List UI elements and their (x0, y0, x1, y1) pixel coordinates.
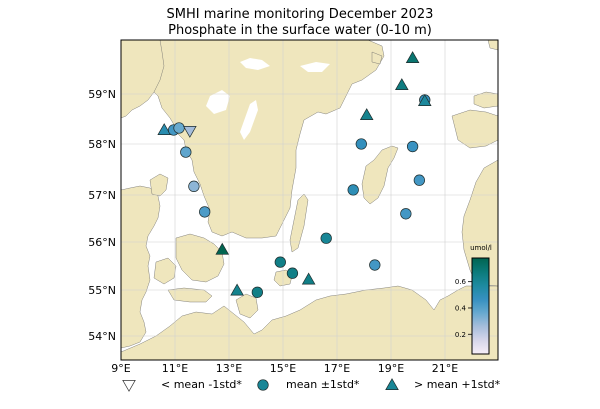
land-polygon (235, 293, 259, 319)
land-polygon (487, 40, 498, 51)
colorbar-tick-label: 0.4 (455, 304, 467, 312)
station-marker-mean (320, 232, 332, 244)
x-tick-label: 9°E (111, 362, 130, 375)
map-title-line2: Phosphate in the surface water (0-10 m) (168, 23, 432, 38)
land-polygon (361, 145, 399, 205)
station-marker-high (359, 108, 374, 121)
land-polygon (121, 40, 385, 239)
colorbar-gradient (471, 257, 490, 355)
legend-triangle-down-icon (122, 380, 136, 392)
legend-item-mean: mean ±1std* (268, 378, 359, 391)
y-tick-label: 57°N (88, 189, 116, 202)
station-marker-mean (369, 259, 381, 271)
graticule (121, 40, 498, 360)
y-tick-label: 56°N (88, 236, 116, 249)
colorbar-unit-label: umol/l (470, 244, 492, 252)
x-tick-label: 15°E (270, 362, 296, 375)
legend-circle-icon (257, 379, 269, 391)
land-polygon (451, 109, 498, 149)
x-tick-label: 17°E (324, 362, 350, 375)
station-marker-mean (274, 256, 286, 268)
x-tick-label: 13°E (216, 362, 242, 375)
station-markers (157, 51, 432, 298)
legend-triangle-up-icon (385, 378, 399, 390)
y-tick-label: 55°N (88, 284, 116, 297)
station-marker-high (230, 283, 244, 296)
land-polygon (289, 193, 309, 253)
colorbar: umol/l 0.2 0.4 0.6 (455, 244, 492, 355)
legend-icons (122, 378, 399, 392)
map-frame (120, 39, 499, 361)
legend-label-high: > mean +1std* (414, 378, 501, 391)
land-polygon (371, 51, 383, 65)
land-polygon (167, 287, 213, 303)
land-polygon (121, 285, 498, 360)
lake (240, 100, 258, 140)
station-marker-mean (347, 184, 359, 196)
lake (240, 58, 270, 70)
station-marker-high (215, 242, 230, 255)
lake (206, 90, 230, 114)
station-marker-mean (199, 206, 211, 218)
station-marker-mean (355, 138, 367, 150)
station-marker-mean (173, 122, 185, 134)
station-marker-mean (400, 208, 412, 220)
station-marker-high (405, 51, 420, 64)
map-title-line1: SMHI marine monitoring December 2023 (166, 7, 434, 22)
x-tick-label: 19°E (378, 362, 404, 375)
station-marker-high (301, 272, 316, 285)
x-axis: 9°E 11°E 13°E 15°E 17°E 19°E 21°E (111, 362, 458, 375)
y-tick-label: 58°N (88, 138, 116, 151)
land-polygon (473, 91, 498, 109)
station-marker-mean (286, 267, 299, 279)
land-polygon (149, 173, 169, 197)
x-tick-label: 11°E (162, 362, 188, 375)
legend-item-low: < mean -1std* (143, 378, 242, 391)
station-marker-mean (406, 140, 419, 153)
legend-label-low: < mean -1std* (161, 378, 242, 391)
station-marker-mean (413, 174, 426, 186)
station-marker-low (183, 125, 197, 138)
lake (300, 62, 330, 72)
legend-label-mean: mean ±1std* (286, 378, 360, 391)
land-polygon (175, 233, 225, 283)
y-axis: 59°N 58°N 57°N 56°N 55°N 54°N (88, 88, 116, 343)
station-marker-high (157, 123, 172, 135)
land-polygon (121, 40, 165, 119)
land-polygon (153, 257, 177, 285)
colorbar-tick-label: 0.2 (455, 331, 466, 339)
y-tick-label: 54°N (88, 330, 116, 343)
y-tick-label: 59°N (88, 88, 116, 101)
legend-item-high: > mean +1std* (396, 378, 500, 391)
lake (160, 152, 170, 166)
station-marker-high (394, 78, 409, 91)
x-tick-label: 21°E (432, 362, 458, 375)
colorbar-tick-label: 0.6 (455, 278, 467, 286)
station-marker-mean (180, 146, 192, 158)
station-marker-mean (251, 286, 264, 298)
station-marker-high (417, 94, 432, 107)
station-marker-mean (188, 180, 200, 192)
land-layer (121, 40, 498, 360)
